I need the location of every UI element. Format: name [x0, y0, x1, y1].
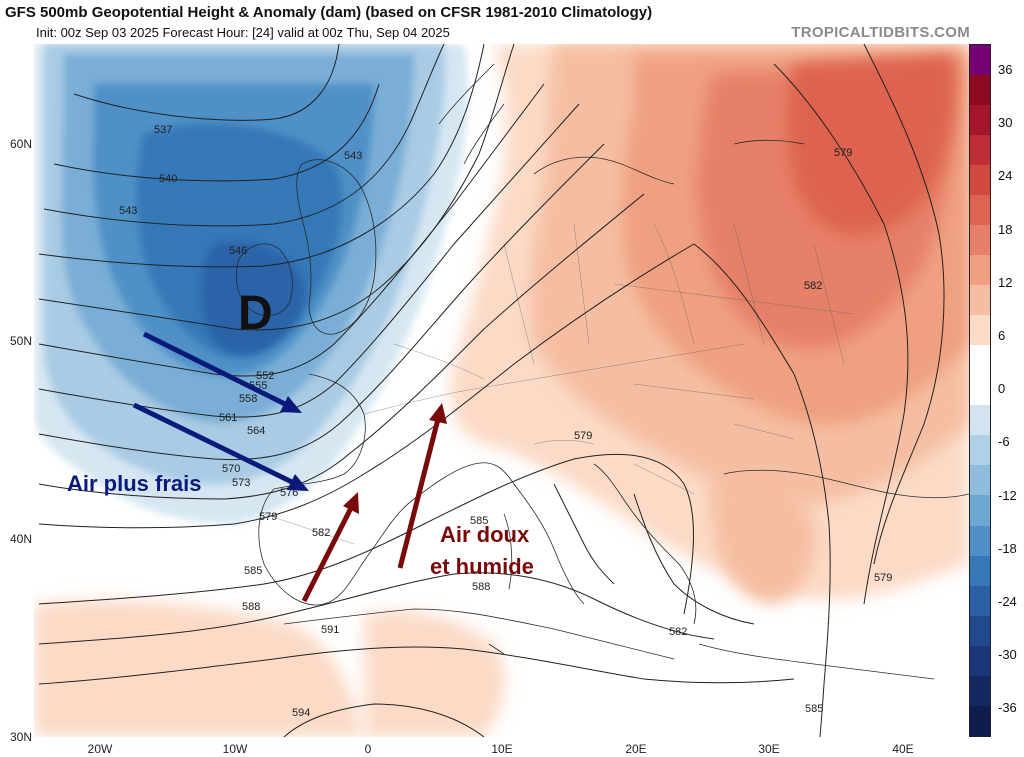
- colorbar-swatch: [970, 75, 990, 106]
- contour-label: 582: [669, 626, 687, 638]
- contour-label: 594: [292, 707, 310, 719]
- colorbar-swatch: [970, 435, 990, 466]
- contour-label: 558: [239, 393, 257, 405]
- coastlines: [235, 63, 969, 680]
- contour-label: 579: [874, 572, 892, 584]
- colorbar-swatch: [970, 495, 990, 526]
- colorbar-tick-label: 18: [998, 221, 1013, 237]
- colorbar-swatch: [970, 315, 990, 346]
- lon-label: 20E: [625, 742, 647, 756]
- anomaly-map: 537 540 543 543 546 552 555 558 561 564 …: [34, 44, 969, 737]
- contour-label: 582: [804, 280, 822, 292]
- colorbar-tick-label: 12: [998, 274, 1013, 290]
- colorbar-tick-label: -6: [998, 434, 1010, 450]
- colorbar-swatch: [970, 465, 990, 496]
- colorbar-swatch: [970, 675, 990, 706]
- warm-arrow-left: [301, 504, 355, 603]
- colorbar-swatch: [970, 285, 990, 316]
- map-subtitle: Init: 00z Sep 03 2025 Forecast Hour: [24…: [36, 25, 450, 40]
- cold-air-arrows: [132, 331, 309, 491]
- cold-air-label: Air plus frais: [67, 471, 202, 496]
- lat-label: 60N: [9, 137, 32, 151]
- lon-label: 30E: [758, 742, 780, 756]
- contour-label: 588: [242, 601, 260, 613]
- map-title: GFS 500mb Geopotential Height & Anomaly …: [5, 4, 653, 21]
- lat-label: 30N: [9, 730, 32, 744]
- contour-label: 579: [574, 430, 592, 442]
- contour-label: 591: [321, 624, 339, 636]
- colorbar-tick-label: 24: [998, 168, 1013, 184]
- lon-label: 10E: [491, 742, 513, 756]
- colorbar-swatch: [970, 705, 990, 736]
- colorbar-tick-label: -12: [998, 487, 1017, 503]
- contour-label: 570: [222, 463, 240, 475]
- colorbar-tick-label: 36: [998, 62, 1013, 77]
- colorbar-swatch: [970, 405, 990, 436]
- low-pressure-marker: D: [238, 287, 273, 340]
- colorbar-swatch: [970, 135, 990, 166]
- contour-label: 543: [344, 150, 362, 162]
- colorbar-swatch: [970, 375, 990, 406]
- contour-label: 573: [232, 477, 250, 489]
- lon-label: 10W: [222, 742, 248, 756]
- colorbar-swatch: [970, 165, 990, 196]
- warm-air-label-line1: Air doux: [440, 522, 530, 547]
- country-borders: [263, 223, 855, 545]
- arrowhead-icon: [343, 492, 359, 514]
- site-credit[interactable]: TROPICALTIDBITS.COM: [791, 24, 970, 41]
- cold-arrow-upper: [142, 331, 291, 409]
- positive-anomaly-field: [34, 44, 969, 737]
- contour-label: 579: [259, 511, 277, 523]
- warm-air-label-line2: et humide: [430, 554, 534, 579]
- contour-label: 540: [159, 173, 177, 185]
- lon-label: 0: [364, 742, 372, 756]
- cold-arrow-lower: [132, 402, 298, 487]
- contour-label: 588: [472, 581, 490, 593]
- contour-label: 582: [312, 527, 330, 539]
- colorbar-tick-label: -30: [998, 647, 1017, 663]
- warm-arrow-right: [397, 418, 441, 569]
- colorbar-tick-label: 0: [998, 381, 1006, 397]
- colorbar: [969, 44, 991, 737]
- lat-label: 50N: [9, 334, 32, 348]
- contour-label: 537: [154, 124, 172, 136]
- colorbar-tick-label: 30: [998, 115, 1013, 131]
- contour-label: 546: [229, 245, 247, 257]
- height-contours: [38, 44, 945, 737]
- colorbar-tick-label: -18: [998, 540, 1017, 556]
- map-canvas: 537 540 543 543 546 552 555 558 561 564 …: [34, 44, 969, 737]
- colorbar-swatch: [970, 105, 990, 136]
- colorbar-swatch: [970, 585, 990, 616]
- lon-label: 40E: [892, 742, 914, 756]
- contour-label: 585: [805, 703, 823, 715]
- colorbar-swatch: [970, 645, 990, 676]
- colorbar-tick-label: -24: [998, 594, 1017, 609]
- contour-label: 561: [219, 412, 237, 424]
- colorbar-swatch: [970, 525, 990, 556]
- arrowhead-icon: [429, 403, 447, 424]
- contour-label: 564: [247, 425, 265, 437]
- contour-label: 585: [470, 515, 488, 527]
- warm-air-arrows: [301, 403, 447, 603]
- lon-label: 20W: [87, 742, 113, 756]
- contour-label: 552: [256, 370, 274, 382]
- colorbar-swatch: [970, 195, 990, 226]
- contour-label: 579: [834, 147, 852, 159]
- colorbar-swatch: [970, 45, 990, 76]
- colorbar-swatch: [970, 255, 990, 286]
- colorbar-swatch: [970, 345, 990, 376]
- lat-label: 40N: [9, 532, 32, 546]
- colorbar-swatch: [970, 225, 990, 256]
- colorbar-tick-label: 6: [998, 328, 1006, 343]
- colorbar-swatch: [970, 615, 990, 646]
- contour-label: 543: [119, 205, 137, 217]
- arrowhead-icon: [280, 396, 302, 413]
- colorbar-swatch: [970, 555, 990, 586]
- arrowhead-icon: [287, 474, 309, 491]
- colorbar-tick-label: -36: [998, 700, 1017, 716]
- contour-label: 585: [244, 565, 262, 577]
